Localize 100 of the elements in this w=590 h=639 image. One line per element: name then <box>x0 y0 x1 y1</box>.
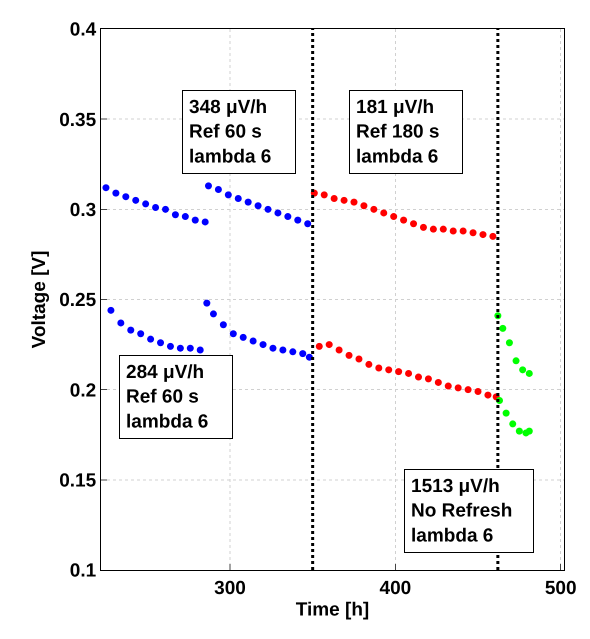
point <box>526 428 533 435</box>
point <box>220 321 227 328</box>
annotation: 284 μV/h Ref 60 s lambda 6 <box>126 362 208 432</box>
point <box>405 370 412 377</box>
point <box>147 336 154 343</box>
point <box>210 310 217 318</box>
y-tick-label: 0.2 <box>70 380 96 402</box>
point <box>460 227 467 234</box>
point <box>365 360 372 368</box>
point <box>424 375 432 382</box>
point <box>410 220 418 228</box>
point <box>196 346 204 354</box>
point <box>152 204 160 212</box>
point <box>137 330 144 338</box>
point <box>244 198 252 206</box>
y-tick-label: 0.35 <box>59 110 97 131</box>
point <box>260 341 267 348</box>
point <box>127 326 134 334</box>
point <box>375 364 382 372</box>
point <box>420 224 427 231</box>
point <box>186 344 194 352</box>
point <box>370 206 378 213</box>
point <box>102 184 110 192</box>
point <box>289 348 296 356</box>
point <box>474 388 482 395</box>
point <box>203 300 210 307</box>
point <box>340 196 348 204</box>
point <box>350 198 358 206</box>
point <box>450 227 457 234</box>
point <box>316 342 323 350</box>
point <box>162 206 169 213</box>
point <box>264 206 272 213</box>
point <box>112 190 120 197</box>
point <box>489 232 496 240</box>
x-tick-label: 300 <box>214 578 246 599</box>
point <box>470 229 477 236</box>
point <box>444 382 452 390</box>
annotation: 181 μV/h Ref 180 s lambda 6 <box>356 97 440 168</box>
point <box>202 218 209 226</box>
point <box>512 357 520 364</box>
point <box>464 386 472 394</box>
y-tick-label: 0.4 <box>70 20 97 41</box>
point <box>279 346 286 354</box>
point <box>519 366 526 374</box>
point <box>284 213 292 220</box>
point <box>506 339 513 346</box>
point <box>360 202 368 210</box>
point <box>330 195 338 202</box>
point <box>320 191 328 198</box>
point <box>157 339 164 346</box>
point <box>254 202 262 210</box>
point <box>499 324 506 332</box>
point <box>526 370 533 377</box>
point <box>355 356 362 363</box>
x-tick-label: 400 <box>379 578 412 599</box>
point <box>142 200 150 208</box>
point <box>224 191 232 198</box>
point <box>304 220 312 228</box>
point <box>234 195 242 202</box>
y-tick-label: 0.1 <box>70 560 97 582</box>
point <box>440 226 447 233</box>
point <box>172 211 179 218</box>
y-axis-title: Voltage [V] <box>29 250 50 348</box>
point <box>107 306 114 314</box>
point <box>274 209 282 216</box>
point <box>454 384 462 392</box>
point <box>434 378 442 386</box>
point <box>326 341 333 348</box>
point <box>336 346 343 354</box>
point <box>479 231 486 238</box>
point <box>294 216 302 224</box>
point <box>516 428 523 435</box>
point <box>182 213 189 220</box>
point <box>395 368 402 376</box>
point <box>299 350 306 358</box>
point <box>385 366 392 374</box>
annotation: 1513 μV/h No Refresh lambda 6 <box>411 476 512 546</box>
point <box>122 193 130 200</box>
point <box>269 344 276 352</box>
point <box>400 216 408 224</box>
point <box>117 319 124 326</box>
point <box>240 334 247 341</box>
point <box>390 213 398 220</box>
point <box>204 182 212 190</box>
point <box>502 410 510 417</box>
point <box>230 330 237 338</box>
y-tick-label: 0.15 <box>59 470 97 492</box>
x-axis-title: Time [h] <box>296 600 370 621</box>
point <box>250 337 257 344</box>
x-tick-label: 500 <box>544 578 577 599</box>
y-tick-label: 0.3 <box>70 200 96 221</box>
point <box>414 374 422 381</box>
point <box>132 196 140 204</box>
point <box>176 344 184 352</box>
point <box>214 186 222 193</box>
annotation: 348 μV/h Ref 60 s lambda 6 <box>189 97 272 168</box>
y-tick-label: 0.25 <box>59 290 97 312</box>
point <box>430 226 437 233</box>
point <box>380 209 388 216</box>
point <box>192 216 199 224</box>
